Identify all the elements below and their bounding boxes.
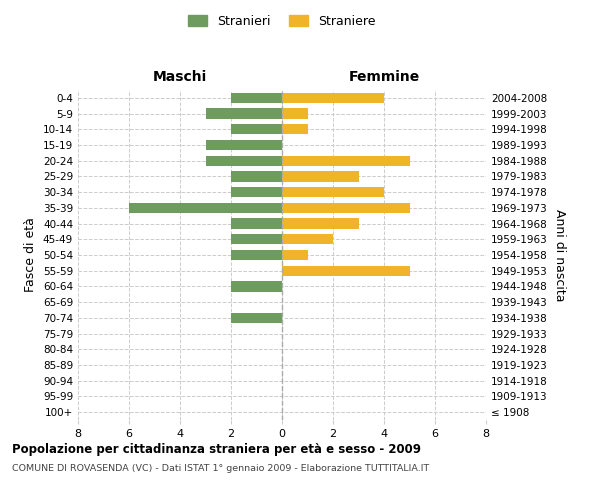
Bar xyxy=(282,234,333,244)
Bar xyxy=(231,218,282,228)
Bar xyxy=(282,202,410,213)
Bar xyxy=(206,108,282,118)
Bar xyxy=(231,313,282,323)
Bar xyxy=(231,124,282,134)
Bar xyxy=(231,282,282,292)
Text: Femmine: Femmine xyxy=(349,70,419,84)
Bar xyxy=(129,202,282,213)
Text: COMUNE DI ROVASENDA (VC) - Dati ISTAT 1° gennaio 2009 - Elaborazione TUTTITALIA.: COMUNE DI ROVASENDA (VC) - Dati ISTAT 1°… xyxy=(12,464,429,473)
Bar xyxy=(282,124,308,134)
Bar xyxy=(231,250,282,260)
Bar xyxy=(231,172,282,181)
Y-axis label: Fasce di età: Fasce di età xyxy=(25,218,37,292)
Bar xyxy=(231,187,282,197)
Bar xyxy=(282,172,359,181)
Bar xyxy=(282,156,410,166)
Bar xyxy=(282,108,308,118)
Bar xyxy=(282,187,384,197)
Text: Maschi: Maschi xyxy=(153,70,207,84)
Bar xyxy=(282,218,359,228)
Bar xyxy=(231,234,282,244)
Text: Popolazione per cittadinanza straniera per età e sesso - 2009: Popolazione per cittadinanza straniera p… xyxy=(12,442,421,456)
Bar xyxy=(206,156,282,166)
Legend: Stranieri, Straniere: Stranieri, Straniere xyxy=(185,11,379,32)
Bar xyxy=(282,250,308,260)
Bar xyxy=(282,92,384,103)
Bar xyxy=(206,140,282,150)
Bar xyxy=(231,92,282,103)
Y-axis label: Anni di nascita: Anni di nascita xyxy=(553,208,566,301)
Bar xyxy=(282,266,410,276)
